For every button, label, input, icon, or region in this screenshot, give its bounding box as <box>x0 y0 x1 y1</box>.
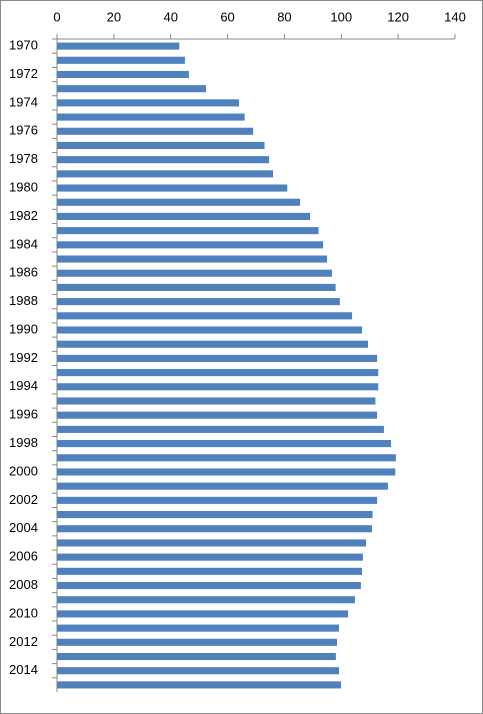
bar <box>57 340 369 348</box>
bar <box>57 70 189 79</box>
bar <box>57 397 376 405</box>
y-tick-label: 2014 <box>9 662 38 677</box>
bar <box>57 496 378 504</box>
bar <box>57 369 379 377</box>
y-tick-label: 2008 <box>9 577 38 592</box>
y-tick-label: 2004 <box>9 520 38 535</box>
y-tick-label: 1988 <box>9 293 38 308</box>
x-tick-label: 40 <box>163 9 177 24</box>
y-tick-label: 1976 <box>9 123 38 138</box>
bar <box>57 113 245 121</box>
y-tick-label: 1982 <box>9 208 38 223</box>
y-tick-label: 1970 <box>9 38 38 53</box>
bar <box>57 511 373 519</box>
bar <box>57 141 265 150</box>
y-tick-label: 1980 <box>9 179 38 194</box>
x-tick-label: 140 <box>444 9 466 24</box>
bar <box>57 99 239 107</box>
bar <box>57 482 388 490</box>
y-tick-label: 1984 <box>9 236 38 251</box>
y-tick-label: 1978 <box>9 151 38 166</box>
bar <box>57 638 338 646</box>
bar <box>57 610 349 618</box>
y-tick-label: 1996 <box>9 407 38 422</box>
bar <box>57 468 396 476</box>
bar <box>57 283 336 291</box>
y-tick-label: 2012 <box>9 634 38 649</box>
y-tick-label: 1992 <box>9 350 38 365</box>
bar <box>57 298 340 306</box>
x-tick-label: 100 <box>330 9 352 24</box>
bar <box>57 553 363 561</box>
bar <box>57 227 319 235</box>
bar <box>57 85 206 93</box>
bar <box>57 624 340 632</box>
bar <box>57 354 378 362</box>
y-tick-label: 2000 <box>9 463 38 478</box>
bar <box>57 212 311 220</box>
bar <box>57 525 372 533</box>
y-tick-label: 1990 <box>9 321 38 336</box>
bar <box>57 241 324 249</box>
bar <box>57 56 185 64</box>
bar <box>57 255 328 263</box>
x-tick-label: 120 <box>387 9 409 24</box>
x-tick-label: 20 <box>107 9 121 24</box>
bar <box>57 681 342 689</box>
y-tick-label: 1974 <box>9 94 38 109</box>
bar <box>57 184 288 192</box>
y-tick-label: 2010 <box>9 605 38 620</box>
bar <box>57 198 301 206</box>
bar <box>57 383 379 391</box>
y-tick-label: 1998 <box>9 435 38 450</box>
x-tick-label: 60 <box>220 9 234 24</box>
bar <box>57 127 254 135</box>
x-tick-label: 80 <box>277 9 291 24</box>
bar <box>57 269 332 277</box>
y-tick-label: 1986 <box>9 265 38 280</box>
y-tick-label: 2002 <box>9 492 38 507</box>
bar <box>57 652 336 661</box>
y-tick-label: 1972 <box>9 66 38 81</box>
bar <box>57 170 274 178</box>
y-tick-label: 1994 <box>9 378 38 393</box>
bar <box>57 581 361 590</box>
bar <box>57 596 355 604</box>
bar <box>57 567 363 575</box>
bar <box>57 454 396 462</box>
y-tick-label: 2006 <box>9 549 38 564</box>
bar <box>57 667 340 675</box>
bar <box>57 156 270 164</box>
bar <box>57 411 378 419</box>
bar <box>57 42 180 50</box>
bar <box>57 539 367 547</box>
bar <box>57 440 392 448</box>
x-tick-label: 0 <box>53 9 60 24</box>
bar <box>57 312 353 320</box>
bar <box>57 326 363 334</box>
bar <box>57 425 384 433</box>
